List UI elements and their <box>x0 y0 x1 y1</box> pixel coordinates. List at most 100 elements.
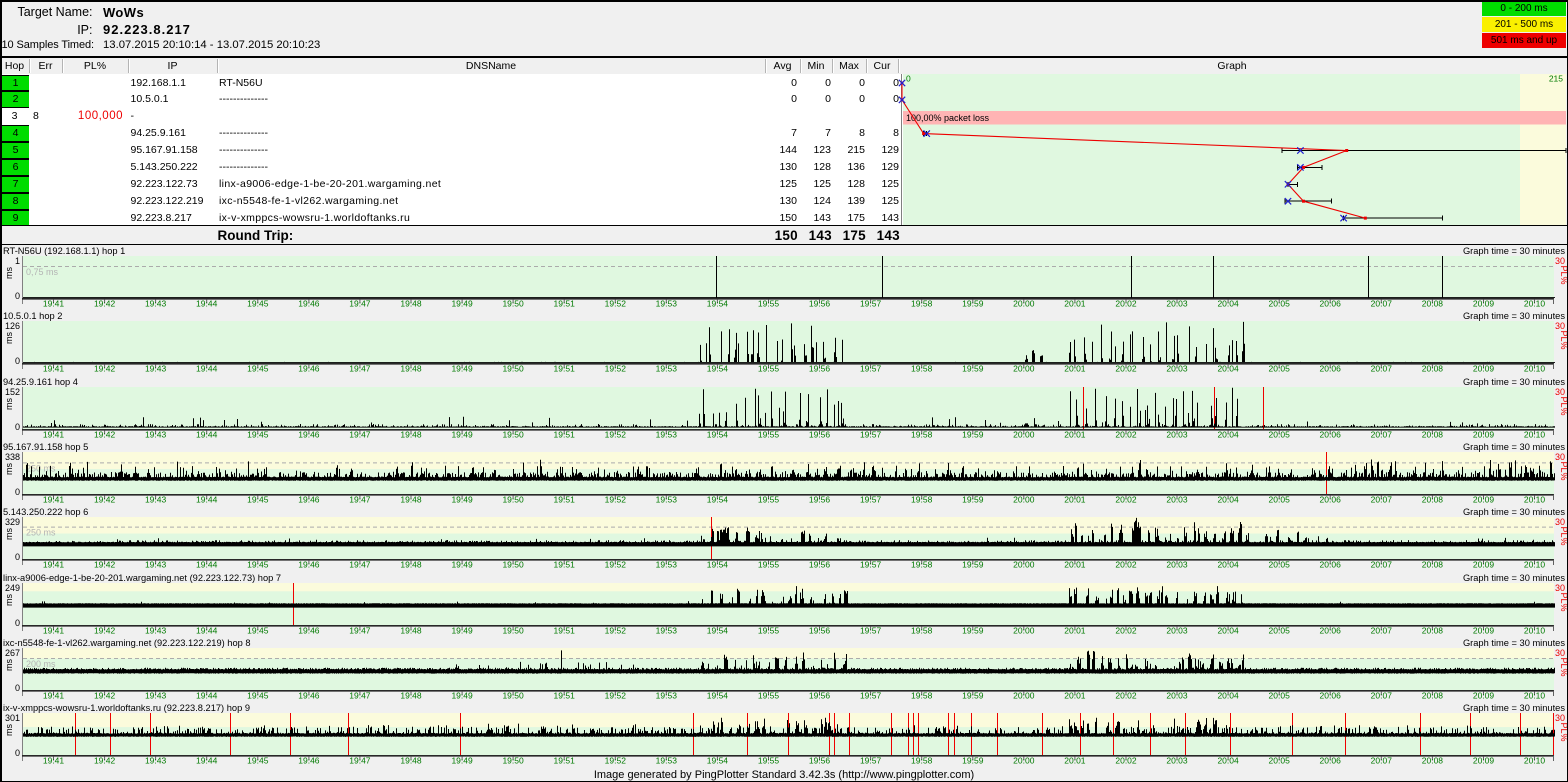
svg-text:20:08: 20:08 <box>1422 299 1444 309</box>
svg-text:PL%: PL% <box>1559 527 1568 546</box>
svg-text:19:42: 19:42 <box>94 560 116 570</box>
svg-text:19:46: 19:46 <box>298 691 320 701</box>
svg-text:20:05: 20:05 <box>1269 756 1291 766</box>
svg-text:Graph time = 30 minutes: Graph time = 30 minutes <box>1463 573 1565 583</box>
svg-text:19:56: 19:56 <box>809 691 831 701</box>
svg-text:19:54: 19:54 <box>707 495 729 505</box>
svg-text:linx-a9006-edge-1-be-20-201.wa: linx-a9006-edge-1-be-20-201.wargaming.ne… <box>3 573 281 583</box>
svg-text:19:42: 19:42 <box>94 756 116 766</box>
svg-text:20:08: 20:08 <box>1422 495 1444 505</box>
svg-text:19:51: 19:51 <box>554 364 576 374</box>
svg-text:20:10: 20:10 <box>1524 364 1546 374</box>
svg-text:19:54: 19:54 <box>707 560 729 570</box>
svg-text:20:02: 20:02 <box>1115 625 1137 635</box>
svg-text:20:03: 20:03 <box>1166 560 1188 570</box>
svg-text:19:50: 19:50 <box>502 625 524 635</box>
svg-text:126: 126 <box>5 321 20 331</box>
svg-text:19:43: 19:43 <box>145 756 167 766</box>
svg-text:0: 0 <box>15 291 20 301</box>
svg-text:249: 249 <box>5 583 20 593</box>
svg-text:20:02: 20:02 <box>1115 691 1137 701</box>
svg-text:19:50: 19:50 <box>502 756 524 766</box>
svg-text:19:57: 19:57 <box>860 495 882 505</box>
svg-text:19:59: 19:59 <box>962 429 984 439</box>
svg-text:19:47: 19:47 <box>349 364 371 374</box>
svg-text:19:53: 19:53 <box>656 625 678 635</box>
svg-text:19:56: 19:56 <box>809 429 831 439</box>
svg-text:267: 267 <box>5 648 20 658</box>
svg-text:19:59: 19:59 <box>962 560 984 570</box>
svg-text:20:03: 20:03 <box>1166 495 1188 505</box>
svg-text:19:59: 19:59 <box>962 625 984 635</box>
svg-text:19:42: 19:42 <box>94 364 116 374</box>
svg-text:19:42: 19:42 <box>94 625 116 635</box>
svg-text:19:54: 19:54 <box>707 299 729 309</box>
svg-text:Graph time = 30 minutes: Graph time = 30 minutes <box>1463 507 1565 517</box>
svg-text:19:47: 19:47 <box>349 691 371 701</box>
svg-text:20:09: 20:09 <box>1473 299 1495 309</box>
svg-text:20:02: 20:02 <box>1115 560 1137 570</box>
svg-text:19:59: 19:59 <box>962 495 984 505</box>
svg-text:20:06: 20:06 <box>1320 625 1342 635</box>
svg-text:19:41: 19:41 <box>43 429 65 439</box>
svg-text:20:00: 20:00 <box>1013 560 1035 570</box>
svg-text:19:53: 19:53 <box>656 691 678 701</box>
svg-text:20:04: 20:04 <box>1217 299 1239 309</box>
svg-text:20:09: 20:09 <box>1473 429 1495 439</box>
svg-text:19:49: 19:49 <box>451 560 473 570</box>
svg-text:19:48: 19:48 <box>400 756 422 766</box>
svg-text:0: 0 <box>15 683 20 693</box>
svg-text:20:07: 20:07 <box>1371 299 1393 309</box>
svg-text:ms: ms <box>4 659 14 671</box>
svg-text:19:49: 19:49 <box>451 495 473 505</box>
svg-text:20:04: 20:04 <box>1217 429 1239 439</box>
svg-text:PL%: PL% <box>1559 461 1568 480</box>
svg-text:20:00: 20:00 <box>1013 429 1035 439</box>
svg-text:20:07: 20:07 <box>1371 364 1393 374</box>
svg-text:20:05: 20:05 <box>1269 560 1291 570</box>
svg-text:19:58: 19:58 <box>911 299 933 309</box>
svg-text:19:53: 19:53 <box>656 756 678 766</box>
svg-text:30: 30 <box>1555 256 1565 266</box>
svg-text:20:05: 20:05 <box>1269 495 1291 505</box>
svg-text:20:10: 20:10 <box>1524 429 1546 439</box>
svg-text:19:46: 19:46 <box>298 495 320 505</box>
svg-text:329: 329 <box>5 517 20 527</box>
svg-text:20:09: 20:09 <box>1473 625 1495 635</box>
svg-text:19:56: 19:56 <box>809 756 831 766</box>
svg-text:19:41: 19:41 <box>43 691 65 701</box>
svg-text:0: 0 <box>15 618 20 628</box>
svg-text:19:57: 19:57 <box>860 364 882 374</box>
svg-text:ix-v-xmppcs-wowsru-1.worldofta: ix-v-xmppcs-wowsru-1.worldoftanks.ru (92… <box>3 703 250 713</box>
svg-text:ms: ms <box>4 332 14 344</box>
svg-text:RT-N56U (192.168.1.1) hop 1: RT-N56U (192.168.1.1) hop 1 <box>3 246 125 256</box>
svg-text:20:05: 20:05 <box>1269 691 1291 701</box>
svg-text:19:53: 19:53 <box>656 429 678 439</box>
svg-text:19:57: 19:57 <box>860 625 882 635</box>
svg-text:20:07: 20:07 <box>1371 429 1393 439</box>
svg-text:19:41: 19:41 <box>43 560 65 570</box>
svg-text:19:49: 19:49 <box>451 756 473 766</box>
svg-text:20:09: 20:09 <box>1473 691 1495 701</box>
svg-text:250 ms: 250 ms <box>26 463 56 473</box>
svg-text:20:09: 20:09 <box>1473 495 1495 505</box>
svg-text:19:48: 19:48 <box>400 429 422 439</box>
svg-text:20:07: 20:07 <box>1371 495 1393 505</box>
svg-text:19:47: 19:47 <box>349 625 371 635</box>
svg-text:19:52: 19:52 <box>605 560 627 570</box>
svg-text:19:53: 19:53 <box>656 299 678 309</box>
svg-text:20:01: 20:01 <box>1064 299 1086 309</box>
svg-text:20:07: 20:07 <box>1371 625 1393 635</box>
svg-text:19:56: 19:56 <box>809 364 831 374</box>
svg-text:19:54: 19:54 <box>707 756 729 766</box>
svg-text:19:58: 19:58 <box>911 691 933 701</box>
svg-text:30: 30 <box>1555 517 1565 527</box>
svg-text:PL%: PL% <box>1559 331 1568 350</box>
svg-text:19:59: 19:59 <box>962 299 984 309</box>
svg-text:19:52: 19:52 <box>605 299 627 309</box>
svg-text:19:43: 19:43 <box>145 364 167 374</box>
svg-text:19:52: 19:52 <box>605 495 627 505</box>
svg-text:20:10: 20:10 <box>1524 299 1546 309</box>
svg-text:19:44: 19:44 <box>196 429 218 439</box>
svg-text:19:48: 19:48 <box>400 625 422 635</box>
